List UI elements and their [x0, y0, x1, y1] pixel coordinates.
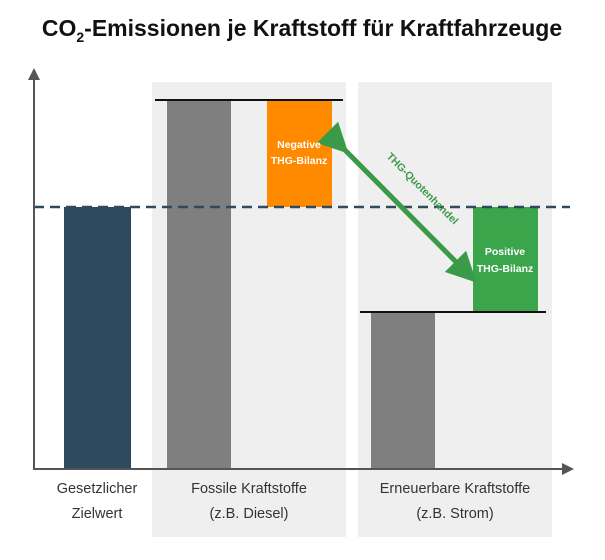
renewable-fuel-bar: [371, 313, 435, 469]
category-label-renewable-line1: Erneuerbare Kraftstoffe: [380, 481, 530, 497]
negative-balance-label-line2: THG-Bilanz: [271, 155, 328, 167]
category-label-fossil-line2: (z.B. Diesel): [210, 506, 289, 522]
fossil-fuel-bar: [167, 100, 231, 469]
category-label-fossil-line1: Fossile Kraftstoffe: [191, 481, 307, 497]
category-label-renewable-line2: (z.B. Strom): [416, 506, 493, 522]
positive-balance-label-line1: Positive: [485, 246, 525, 258]
positive-balance-label-line2: THG-Bilanz: [477, 263, 534, 275]
positive-balance-box: [473, 207, 538, 312]
target-value-bar: [64, 207, 131, 469]
negative-balance-label-line1: Negative: [277, 139, 321, 151]
diagram-title: CO2-Emissionen je Kraftstoff für Kraftfa…: [42, 15, 562, 45]
x-axis-arrowhead: [562, 463, 574, 475]
category-label-target-line2: Zielwert: [72, 506, 123, 522]
negative-balance-box: [267, 100, 332, 207]
category-label-target-line1: Gesetzlicher: [57, 481, 138, 497]
quota-trading-arrow: [316, 121, 477, 283]
y-axis-arrowhead: [28, 68, 40, 80]
